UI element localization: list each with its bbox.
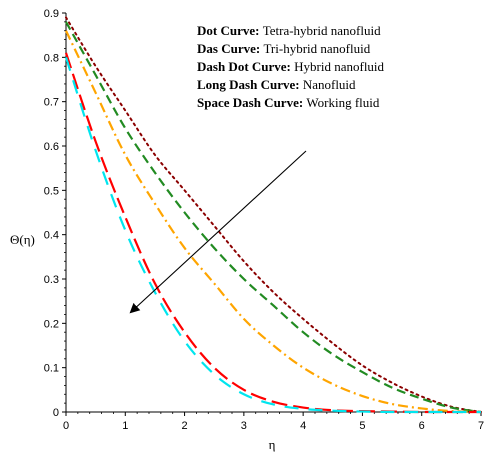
y-tick-label: 0.2 xyxy=(44,318,59,330)
y-tick-label: 0.7 xyxy=(44,97,59,109)
legend-key: Dot Curve: xyxy=(197,23,263,38)
legend-text: Hybrid nanofluid xyxy=(294,59,384,74)
legend-entry: Das Curve: Tri-hybrid nanofluid xyxy=(197,41,371,56)
legend-text: Working fluid xyxy=(306,95,379,110)
legend-key: Das Curve: xyxy=(197,41,263,56)
series-line-dash xyxy=(65,21,482,414)
legend-entry: Dash Dot Curve: Hybrid nanofluid xyxy=(197,59,385,74)
y-tick-label: 0.4 xyxy=(44,230,59,242)
series-line-dashdot xyxy=(65,30,482,414)
x-axis-label: η xyxy=(269,437,276,452)
y-tick-label: 0.6 xyxy=(44,141,59,153)
arrow-layer xyxy=(129,150,307,314)
legend-key: Dash Dot Curve: xyxy=(197,59,294,74)
y-tick-label: 0.5 xyxy=(44,185,59,197)
y-tick-label: 0.1 xyxy=(44,363,59,375)
y-tick-label: 0.3 xyxy=(44,274,59,286)
legend-text: Tetra-hybrid nanofluid xyxy=(263,23,381,38)
legend-entry: Dot Curve: Tetra-hybrid nanofluid xyxy=(197,23,381,38)
series-line-spacedash xyxy=(64,56,481,414)
x-tick-label: 5 xyxy=(359,420,365,432)
x-tick-label: 4 xyxy=(300,420,306,432)
trend-arrow xyxy=(129,150,307,314)
legend-key: Long Dash Curve: xyxy=(197,77,303,92)
legend-text: Nanofluid xyxy=(303,77,356,92)
legend-text: Tri-hybrid nanofluid xyxy=(263,41,370,56)
y-axis-label: Θ(η) xyxy=(10,232,35,247)
x-tick-label: 7 xyxy=(478,420,484,432)
series-layer xyxy=(64,16,482,414)
y-tick-label: 0.8 xyxy=(44,52,59,64)
legend-entry: Long Dash Curve: Nanofluid xyxy=(197,77,356,92)
y-tick-label: 0.9 xyxy=(44,8,59,20)
x-tick-label: 6 xyxy=(419,420,425,432)
legend-entry: Space Dash Curve: Working fluid xyxy=(197,95,380,110)
legend-key: Space Dash Curve: xyxy=(197,95,306,110)
ticks: 0 1 2 3 4 5 6 7 0 0.1 0.2 0.3 0.4 0.5 0.6 0.7 0.8 0.9 xyxy=(44,8,484,432)
x-tick-label: 1 xyxy=(122,420,128,432)
x-tick-label: 3 xyxy=(241,420,247,432)
x-tick-label: 2 xyxy=(182,420,188,432)
series-line-dot xyxy=(65,16,482,413)
x-tick-label: 0 xyxy=(63,420,69,432)
y-tick-label: 0 xyxy=(53,407,59,419)
